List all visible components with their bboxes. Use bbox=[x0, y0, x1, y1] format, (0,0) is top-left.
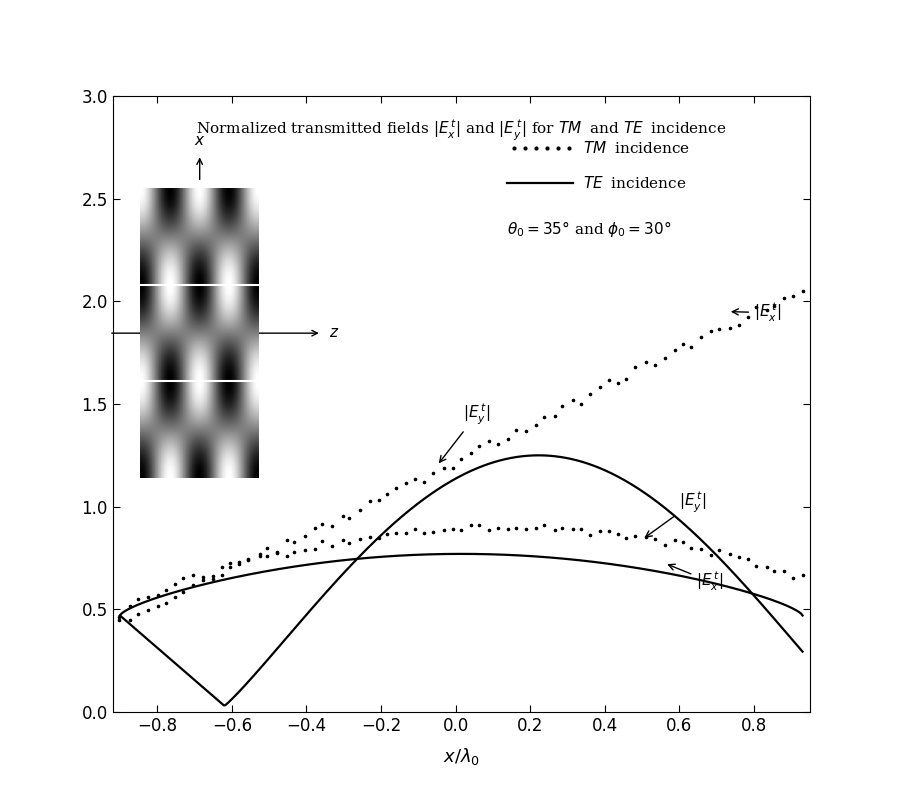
Text: $x$: $x$ bbox=[194, 134, 205, 148]
Text: $\theta_0{=}35°$ and $\phi_0{=}30°$: $\theta_0{=}35°$ and $\phi_0{=}30°$ bbox=[507, 219, 671, 239]
Text: $|E_x^{\,t}|$: $|E_x^{\,t}|$ bbox=[733, 301, 781, 324]
X-axis label: $x/\lambda_0$: $x/\lambda_0$ bbox=[443, 746, 480, 767]
Text: $TM\;$ incidence: $TM\;$ incidence bbox=[583, 140, 690, 156]
Text: $l$: $l$ bbox=[249, 293, 255, 309]
Text: $|E_y^{\,t}|$: $|E_y^{\,t}|$ bbox=[645, 490, 706, 537]
Text: $|E_y^{\,t}|$: $|E_y^{\,t}|$ bbox=[440, 402, 490, 462]
Text: $z$: $z$ bbox=[328, 326, 339, 340]
Text: $TE\;$ incidence: $TE\;$ incidence bbox=[583, 175, 687, 191]
Text: $|E_x^{\,t}|$: $|E_x^{\,t}|$ bbox=[669, 564, 724, 594]
Text: Normalized transmitted fields $|E_x^{\,t}|$ and $|E_y^{\,t}|$ for $TM\;$ and $TE: Normalized transmitted fields $|E_x^{\,t… bbox=[196, 118, 726, 142]
